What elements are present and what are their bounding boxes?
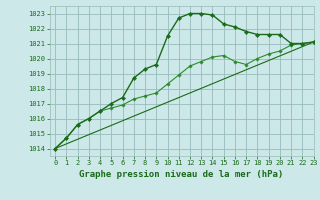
X-axis label: Graphe pression niveau de la mer (hPa): Graphe pression niveau de la mer (hPa) bbox=[79, 170, 284, 179]
